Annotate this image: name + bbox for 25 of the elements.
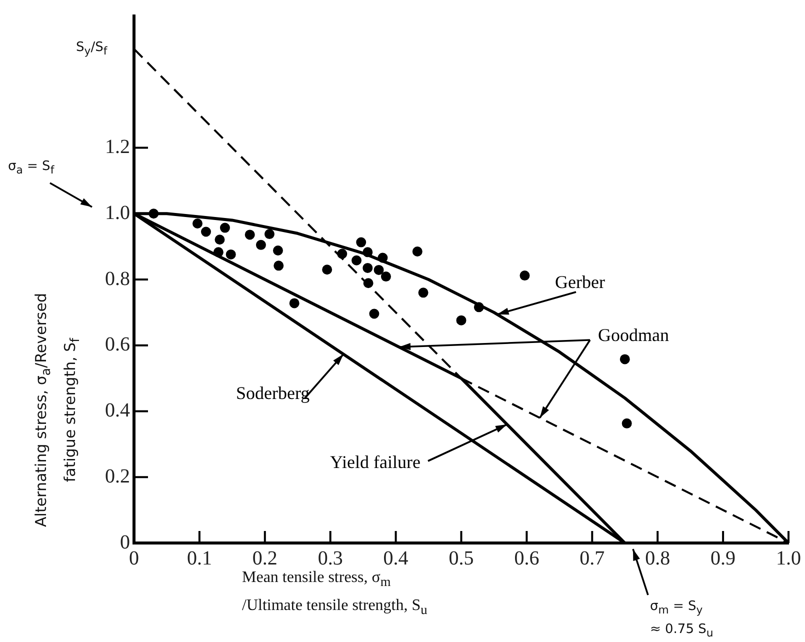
y-tick-label: 0 <box>120 531 130 554</box>
text: σ$_{a}$ = S$_{f}$ <box>8 158 54 179</box>
x-tick-label: 1.0 <box>776 547 801 570</box>
x-tick-label: 0.3 <box>318 547 343 570</box>
text: σ$_{m}$ = S$_{y}$ ≈ 0.75 S$_{u}$ <box>650 598 714 642</box>
x-tick-label: 0.4 <box>383 547 408 570</box>
text: Goodman <box>598 325 669 346</box>
x-tick-label: 0.7 <box>580 547 605 570</box>
x-tick-label: 0.1 <box>186 547 212 570</box>
x-tick-label: 0.5 <box>448 547 474 570</box>
y-tick-label: 1.0 <box>105 202 130 224</box>
y-tick-label: 0.6 <box>105 334 130 356</box>
y-tick-label: 0.4 <box>105 400 130 422</box>
text: Soderberg <box>236 383 310 404</box>
y-tick-label: 0.8 <box>105 268 130 290</box>
y-tick-label: 0.2 <box>105 465 130 488</box>
x-tick-label: 0.9 <box>710 547 736 570</box>
text: Gerber <box>555 272 605 293</box>
text: S$_{y}$/S$_{f}$ <box>76 39 108 60</box>
x-tick-label: 0.6 <box>514 547 540 570</box>
x-tick-label: 0.8 <box>645 547 670 570</box>
y-tick-label: 1.2 <box>105 136 130 158</box>
x-axis-title: Mean tensile stress, σ$_{m}$ /Ultimate tensile strength, S$_{u}$ <box>242 569 428 618</box>
text: Yield failure <box>330 452 420 473</box>
x-tick-label: 0.2 <box>252 547 278 570</box>
